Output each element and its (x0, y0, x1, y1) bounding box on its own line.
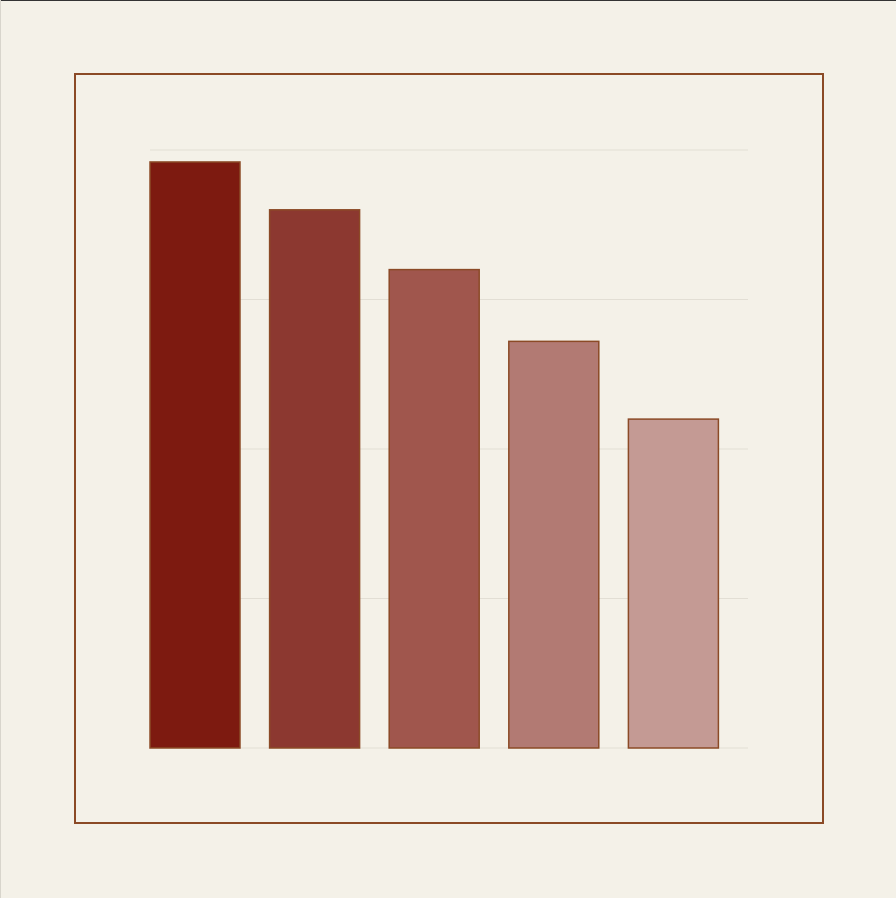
left-border-line (0, 0, 1, 898)
bars (149, 161, 720, 749)
bar-3 (388, 268, 480, 749)
chart-frame (74, 73, 824, 824)
bar-1 (149, 161, 241, 749)
bar-5 (627, 418, 720, 749)
bar-2 (268, 209, 361, 749)
top-border-line (0, 0, 896, 1)
bar-4 (508, 340, 600, 749)
